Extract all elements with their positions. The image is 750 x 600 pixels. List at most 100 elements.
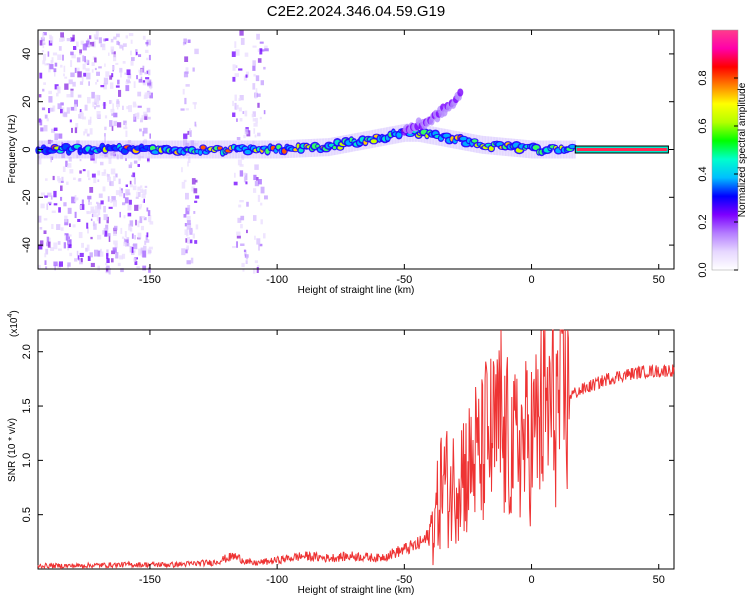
noise-speck	[82, 116, 86, 120]
noise-speck	[142, 35, 146, 40]
noise-speck	[53, 203, 58, 206]
noise-speck	[92, 211, 97, 218]
noise-speck	[45, 178, 48, 181]
noise-speck	[239, 164, 244, 167]
noise-speck	[68, 244, 72, 249]
noise-speck	[147, 69, 151, 76]
snr-y-axis-label: SNR (10 * v/v)	[7, 418, 18, 482]
noise-speck	[240, 215, 245, 221]
noise-speck	[38, 215, 42, 223]
noise-speck	[62, 166, 66, 172]
x-tick-label: 50	[653, 574, 665, 586]
noise-speck	[236, 104, 239, 110]
noise-speck	[117, 122, 122, 128]
noise-speck	[187, 237, 190, 244]
noise-speck	[138, 191, 141, 197]
noise-speck	[235, 65, 238, 68]
noise-speck	[112, 103, 114, 110]
noise-speck	[145, 49, 149, 53]
noise-speck	[93, 223, 97, 230]
noise-speck	[115, 85, 120, 88]
noise-speck	[94, 249, 99, 257]
trace-core	[370, 139, 377, 144]
noise-speck	[88, 44, 92, 47]
noise-speck	[61, 151, 65, 159]
noise-speck	[119, 211, 121, 218]
noise-speck	[103, 214, 108, 221]
noise-speck	[141, 115, 146, 120]
noise-speck	[259, 41, 264, 44]
trace-core	[460, 136, 467, 141]
noise-speck	[92, 101, 95, 108]
noise-speck	[242, 268, 245, 272]
noise-speck	[106, 253, 109, 259]
noise-speck	[66, 107, 70, 114]
noise-speck	[237, 217, 242, 223]
noise-speck	[96, 201, 99, 204]
noise-speck	[131, 174, 134, 177]
noise-speck	[50, 36, 54, 44]
noise-speck	[145, 235, 148, 240]
noise-speck	[66, 38, 72, 42]
noise-speck	[50, 247, 55, 251]
noise-speck	[50, 60, 53, 66]
noise-speck	[49, 107, 54, 112]
noise-speck	[243, 249, 246, 252]
noise-speck	[82, 43, 87, 51]
noise-speck	[102, 43, 106, 51]
noise-speck	[252, 65, 256, 71]
noise-speck	[78, 178, 82, 182]
noise-speck	[52, 175, 55, 181]
noise-speck	[119, 255, 124, 260]
noise-speck	[241, 155, 245, 160]
noise-speck	[47, 192, 52, 197]
y-tick-label: 0	[21, 146, 33, 152]
branch-blob	[457, 88, 464, 97]
noise-speck	[76, 67, 80, 74]
noise-speck	[253, 188, 257, 193]
noise-speck	[63, 65, 66, 73]
colorbar-tick-label: 0.8	[697, 70, 709, 85]
colorbar-tick-label: 0.0	[697, 262, 709, 277]
noise-speck	[118, 178, 121, 185]
noise-speck	[187, 205, 191, 212]
noise-speck	[133, 257, 137, 262]
noise-speck	[114, 243, 118, 249]
colorbar-tick-label: 0.6	[697, 118, 709, 133]
noise-speck	[194, 143, 199, 146]
noise-speck	[56, 86, 60, 91]
noise-speck	[149, 86, 152, 90]
noise-speck	[243, 176, 247, 183]
noise-speck	[66, 181, 69, 185]
noise-speck	[86, 72, 91, 80]
noise-speck	[96, 79, 99, 82]
x-tick-label: -50	[396, 274, 412, 286]
noise-speck	[126, 79, 130, 82]
noise-speck	[147, 158, 150, 162]
noise-speck	[108, 235, 111, 242]
noise-speck	[190, 140, 195, 147]
noise-speck	[87, 170, 90, 178]
noise-speck	[58, 248, 62, 251]
noise-speck	[185, 238, 188, 243]
noise-speck	[245, 254, 249, 260]
noise-speck	[191, 186, 195, 192]
noise-speck	[69, 169, 74, 174]
noise-speck	[75, 123, 79, 129]
noise-speck	[116, 40, 120, 45]
noise-speck	[142, 80, 146, 84]
noise-speck	[255, 117, 258, 124]
noise-speck	[184, 229, 188, 235]
noise-speck	[143, 245, 147, 251]
noise-speck	[116, 154, 119, 160]
noise-speck	[67, 262, 71, 267]
trace-core	[198, 150, 202, 155]
noise-speck	[47, 139, 52, 145]
noise-speck	[142, 189, 147, 195]
noise-speck	[125, 158, 127, 161]
noise-speck	[87, 227, 89, 234]
noise-speck	[127, 73, 132, 79]
noise-speck	[41, 50, 45, 53]
noise-speck	[119, 67, 123, 73]
noise-speck	[86, 222, 89, 229]
